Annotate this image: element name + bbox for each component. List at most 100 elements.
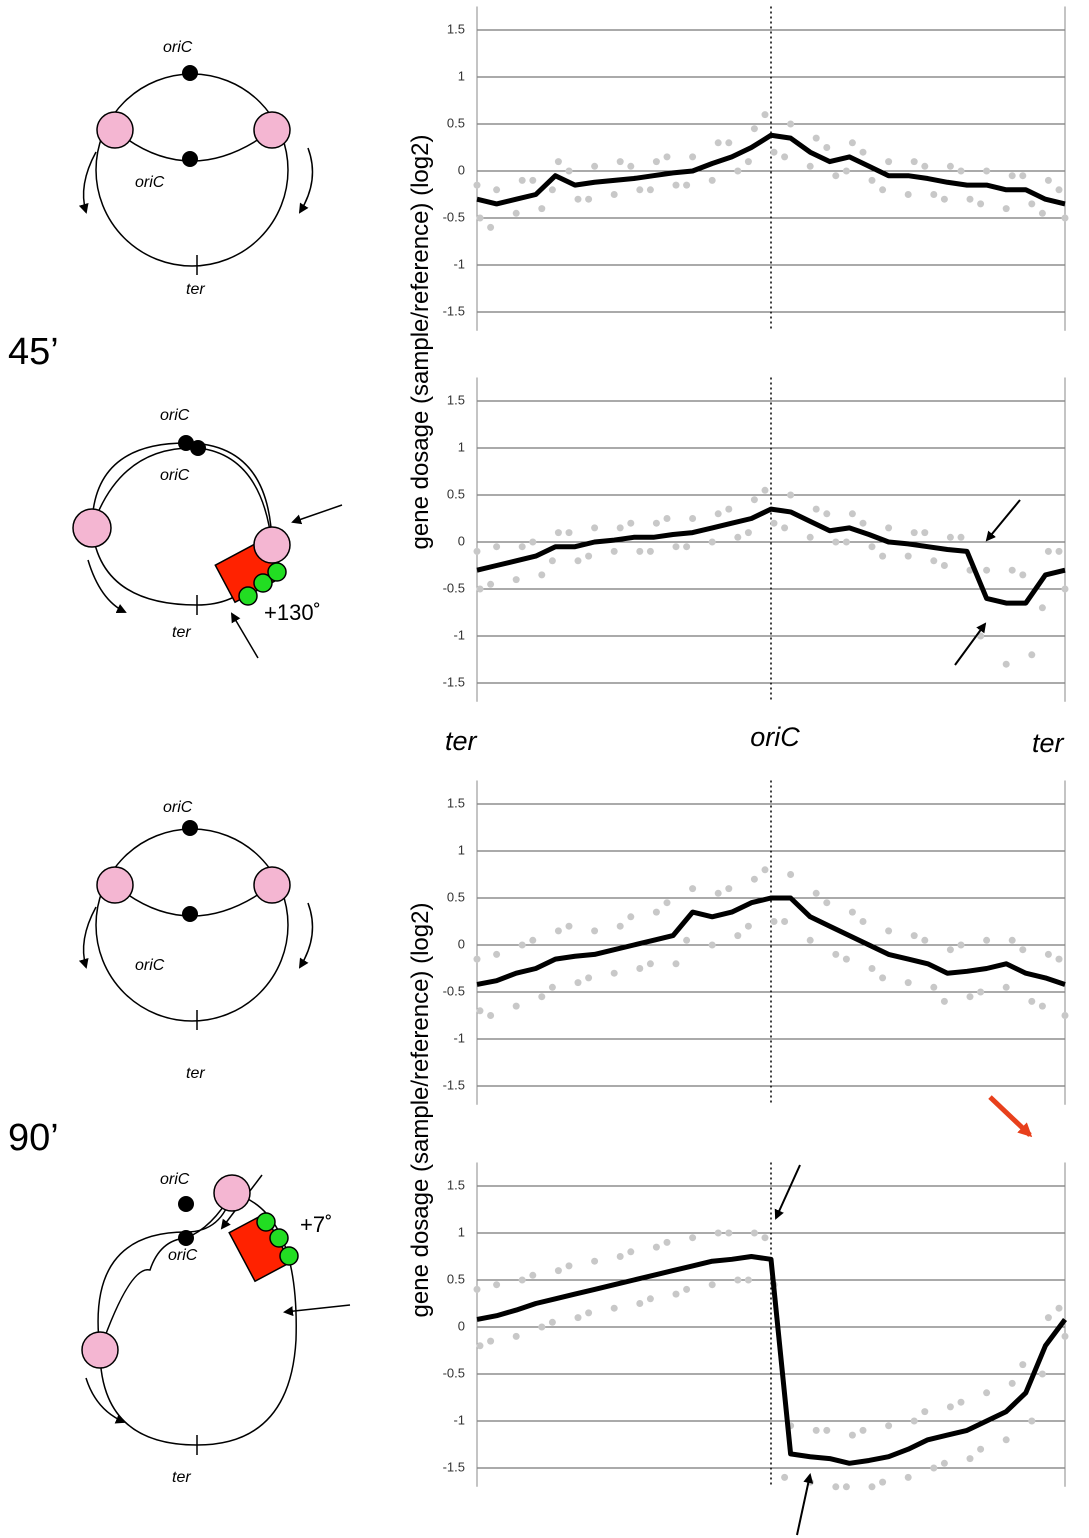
data-point <box>910 932 918 940</box>
data-point <box>616 922 624 930</box>
diagram-label: oriC <box>163 39 193 56</box>
data-point <box>781 524 789 532</box>
data-point <box>940 562 948 569</box>
data-point <box>487 1012 495 1019</box>
diagram-label: oriC <box>135 957 165 974</box>
data-point <box>750 875 758 883</box>
data-point <box>725 1229 733 1237</box>
data-point <box>879 186 887 194</box>
data-point <box>529 936 537 944</box>
data-point <box>473 547 481 555</box>
data-point <box>761 1234 769 1242</box>
y-tick-label: -1.5 <box>443 1077 465 1092</box>
data-point <box>554 158 562 166</box>
y-tick-label: 0 <box>458 936 465 951</box>
data-point <box>1061 1332 1069 1340</box>
data-point <box>663 153 671 161</box>
angle-label: +7˚ <box>300 1212 332 1237</box>
data-point <box>473 955 481 963</box>
data-point <box>848 139 856 147</box>
diagram-label: oriC <box>160 467 190 484</box>
y-tick-label: -1 <box>453 256 465 271</box>
data-point <box>663 1238 671 1246</box>
data-point <box>770 918 778 925</box>
data-point <box>708 1281 716 1289</box>
data-point <box>787 871 795 878</box>
data-point <box>512 1002 520 1010</box>
data-point <box>910 529 918 537</box>
time-label: 90’ <box>8 1117 59 1159</box>
data-point <box>868 176 876 184</box>
data-point <box>946 162 954 170</box>
data-point <box>565 922 573 930</box>
data-point <box>646 960 654 968</box>
data-point <box>879 974 887 982</box>
data-point <box>725 139 733 147</box>
chart-panel: 1.5 1 0.5 0 -0.5 -1 -1.5 <box>443 6 1069 331</box>
y-tick-label: -0.5 <box>443 580 465 595</box>
data-point <box>744 158 752 166</box>
data-point <box>672 543 680 551</box>
data-point <box>627 519 635 527</box>
data-point <box>627 913 635 921</box>
data-point <box>591 927 599 935</box>
data-point <box>538 993 546 1001</box>
y-tick-label: 0 <box>458 533 465 548</box>
data-point <box>1044 950 1052 958</box>
data-point <box>1019 946 1027 954</box>
data-point <box>983 566 991 574</box>
y-tick-label: 0.5 <box>447 115 465 130</box>
y-tick-label: 1.5 <box>447 21 465 36</box>
data-point <box>812 505 820 513</box>
data-point <box>565 529 573 537</box>
data-point <box>930 191 938 198</box>
data-point <box>787 120 795 128</box>
data-point <box>885 158 893 166</box>
data-point <box>1019 172 1027 180</box>
data-point <box>910 1417 918 1425</box>
x-axis-label: ter <box>445 726 478 756</box>
data-point <box>806 162 814 170</box>
data-point <box>957 1398 965 1406</box>
data-point <box>610 191 618 198</box>
data-point <box>734 932 742 940</box>
diagram <box>78 65 314 275</box>
data-point <box>921 1408 929 1416</box>
y-tick-label: -0.5 <box>443 983 465 998</box>
y-tick-label: 0.5 <box>447 889 465 904</box>
data-point <box>683 1285 691 1293</box>
data-point <box>652 519 660 527</box>
data-point <box>652 1243 660 1251</box>
data-point <box>565 167 573 175</box>
data-point <box>714 139 722 147</box>
data-point <box>910 158 918 166</box>
data-point <box>859 1426 867 1434</box>
data-point <box>585 195 593 203</box>
data-point <box>966 993 974 1001</box>
data-point <box>977 200 985 208</box>
data-point <box>725 505 733 513</box>
data-point <box>1061 214 1069 222</box>
data-point <box>538 1323 546 1331</box>
data-point <box>966 195 974 203</box>
data-point <box>1028 1417 1036 1425</box>
data-point <box>529 1271 537 1279</box>
data-point <box>714 510 722 518</box>
data-point <box>683 936 691 944</box>
data-point <box>610 969 618 977</box>
data-point <box>591 162 599 170</box>
data-point <box>554 1267 562 1275</box>
data-point <box>672 1290 680 1298</box>
data-point <box>487 1337 495 1345</box>
time-label: 45’ <box>8 331 59 373</box>
data-point <box>636 965 644 972</box>
data-point <box>512 576 520 584</box>
data-point <box>708 941 716 949</box>
chart-panel: 1.5 1 0.5 0 -0.5 -1 -1.5 <box>443 377 1069 702</box>
diagram-label: oriC <box>163 799 193 816</box>
data-point <box>832 538 840 546</box>
data-point <box>476 1342 484 1350</box>
data-point <box>1044 176 1052 184</box>
y-tick-label: -1 <box>453 1030 465 1045</box>
